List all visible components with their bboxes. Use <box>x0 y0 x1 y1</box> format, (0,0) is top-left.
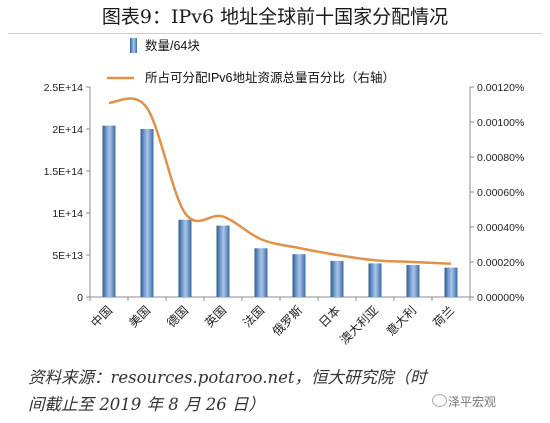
category-label: 荷兰 <box>430 303 457 330</box>
category-label: 中国 <box>88 303 116 331</box>
left-tick-label: 1E+14 <box>52 208 83 220</box>
bar-荷兰 <box>444 267 458 297</box>
bar-俄罗斯 <box>292 254 306 297</box>
bar-series <box>102 125 458 297</box>
category-label: 美国 <box>126 303 153 330</box>
legend-line-label: 所占可分配IPv6地址资源总量百分比（右轴） <box>145 70 395 85</box>
left-tick-label: 5E+13 <box>52 250 83 262</box>
category-label: 日本 <box>316 303 343 330</box>
right-tick-label: 0.00080% <box>477 152 524 164</box>
category-label: 英国 <box>202 303 229 330</box>
bar-德国 <box>178 219 192 297</box>
category-label: 德国 <box>164 303 192 331</box>
line-series <box>108 97 452 265</box>
bar-澳大利亚 <box>368 263 382 297</box>
source-note: 资料来源：resources.potaroo.net，恒大研究院（时 间截止至 … <box>28 364 448 418</box>
source-line-1: 资料来源：resources.potaroo.net，恒大研究院（时 <box>28 368 427 387</box>
left-tick-label: 0 <box>77 292 83 304</box>
bar-意大利 <box>406 265 420 297</box>
bar-美国 <box>140 129 154 297</box>
category-label: 法国 <box>240 303 267 330</box>
category-label: 意大利 <box>383 303 419 339</box>
right-tick-label: 0.00060% <box>477 187 524 199</box>
left-tick-label: 2E+14 <box>52 124 83 136</box>
category-label: 澳大利亚 <box>337 303 381 347</box>
bar-日本 <box>330 260 344 297</box>
watermark: 泽平宏观 <box>448 395 497 409</box>
bar-法国 <box>254 248 268 297</box>
right-tick-label: 0.00100% <box>477 117 524 129</box>
percentage-line <box>108 97 452 265</box>
right-tick-label: 0.00120% <box>477 82 524 94</box>
category-label: 俄罗斯 <box>270 303 305 338</box>
right-tick-label: 0.00000% <box>477 292 524 304</box>
tick-labels: 0 5E+13 1E+14 1.5E+14 2E+14 2.5E+14 0.00000% 0.… <box>44 82 525 347</box>
title-divider <box>8 33 542 34</box>
chart-title: 图表9：IPv6 地址全球前十国家分配情况 <box>101 6 449 28</box>
source-line-2: 间截止至 2019 年 8 月 26 日） <box>28 395 265 414</box>
bar-英国 <box>216 225 230 297</box>
legend-bar-swatch <box>130 38 137 53</box>
chart-legend: 数量/64块 所占可分配IPv6地址资源总量百分比（右轴） <box>107 38 395 85</box>
right-tick-label: 0.00020% <box>477 257 524 269</box>
wechat-icon <box>432 394 447 407</box>
legend-bar-label: 数量/64块 <box>145 38 200 53</box>
bar-中国 <box>102 125 116 297</box>
left-tick-label: 2.5E+14 <box>44 82 84 94</box>
right-tick-label: 0.00040% <box>477 222 524 234</box>
left-tick-label: 1.5E+14 <box>44 166 84 178</box>
